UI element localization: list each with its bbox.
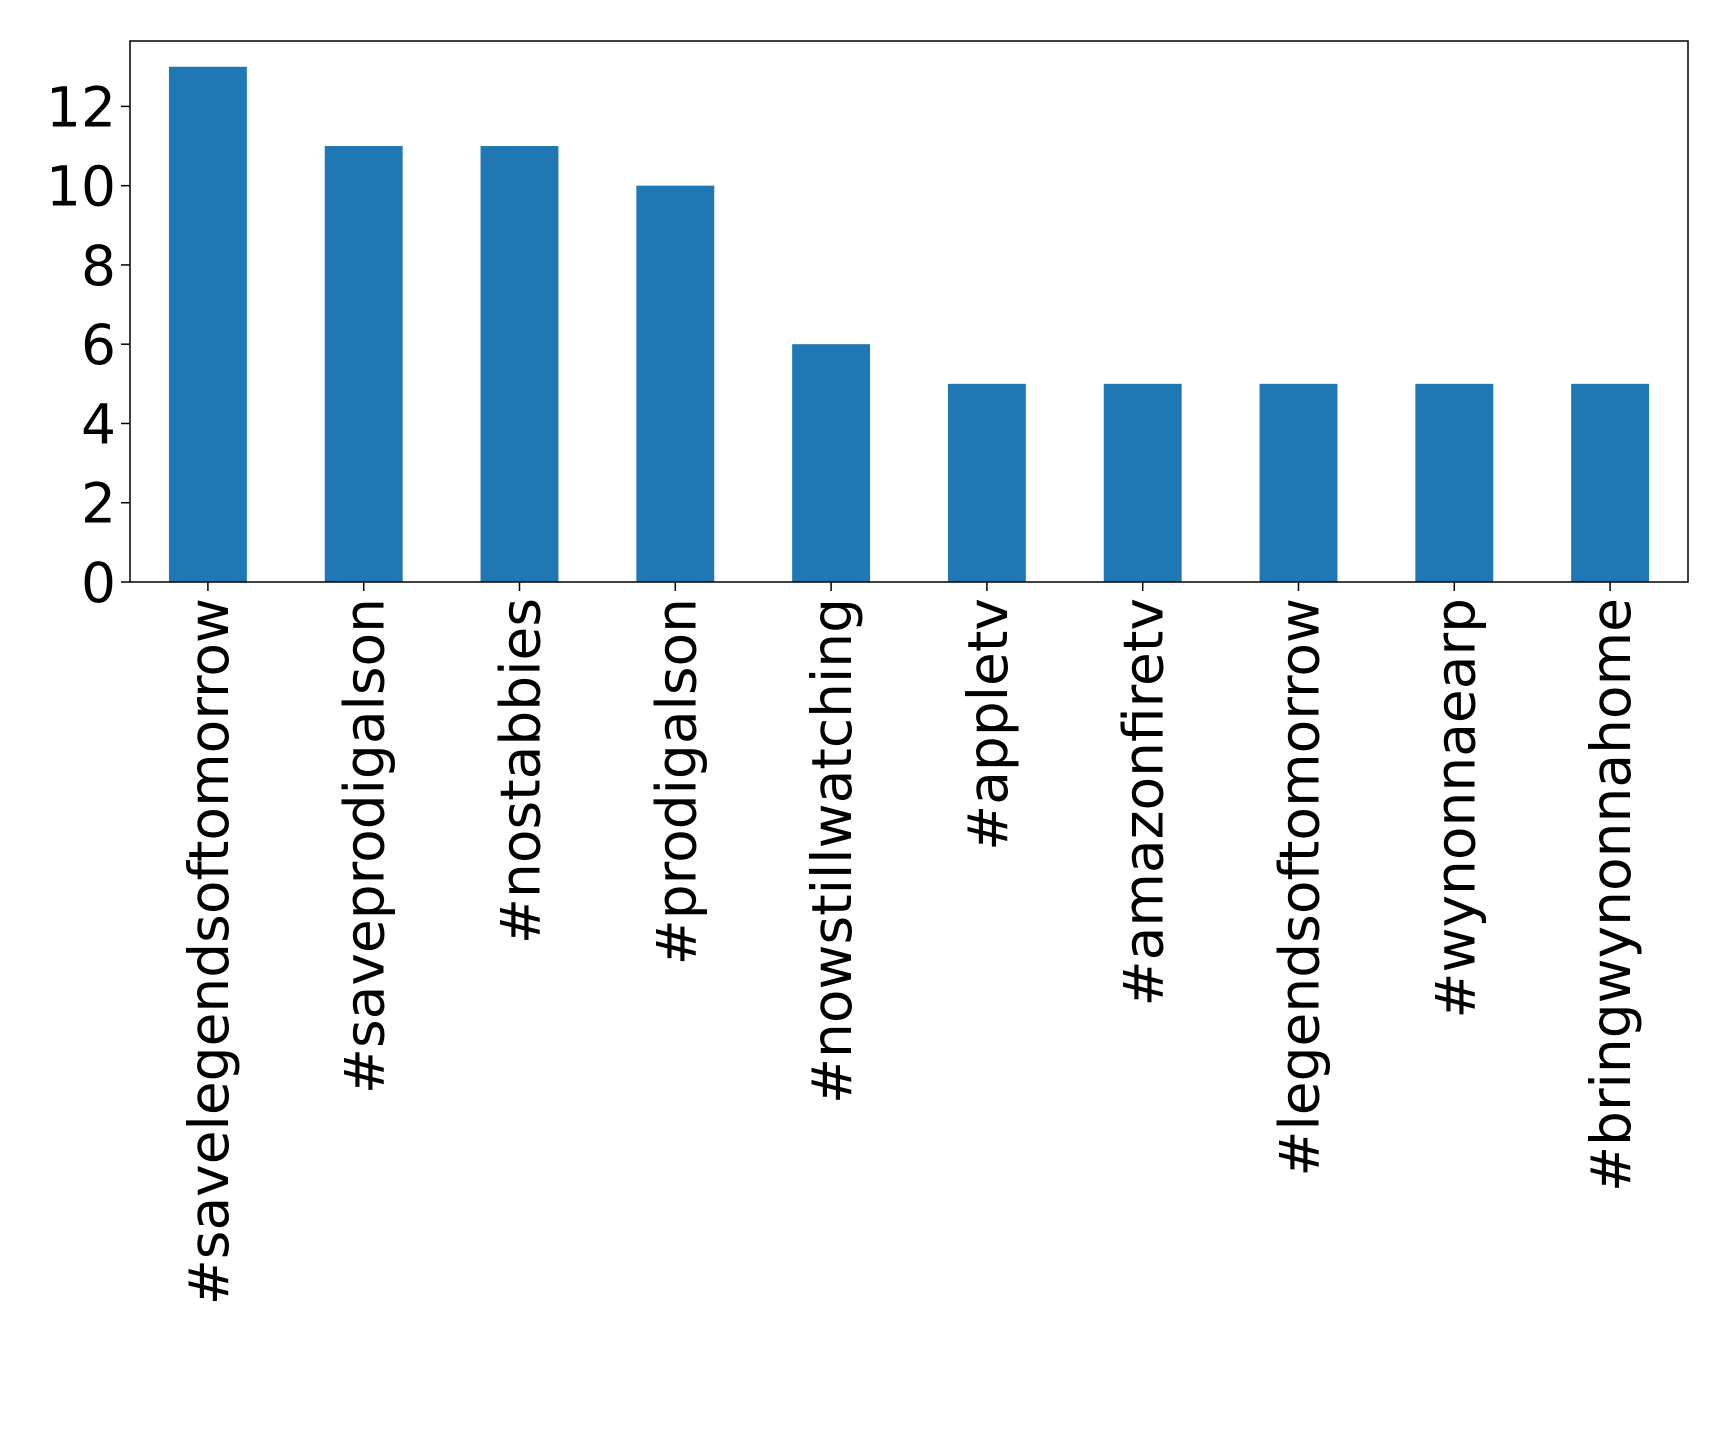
x-tick-label: #nowstillwatching xyxy=(800,598,864,1104)
x-tick-label: #savelegendsoftomorrow xyxy=(177,598,241,1305)
bar xyxy=(636,185,715,582)
plot-frame xyxy=(129,40,1689,583)
bar xyxy=(792,344,871,582)
x-tick-label: #appletv xyxy=(956,598,1020,851)
y-tick-label: 6 xyxy=(81,313,116,377)
bar xyxy=(947,383,1026,582)
x-tick-label: #legendsoftomorrow xyxy=(1268,598,1332,1177)
y-tick-label: 2 xyxy=(81,472,116,536)
x-tick-label: #prodigalson xyxy=(644,598,708,965)
y-tick-label: 0 xyxy=(81,551,116,615)
y-tick-label: 10 xyxy=(46,155,116,219)
bar xyxy=(168,66,247,582)
x-tick-label: #amazonfiretv xyxy=(1112,598,1176,1006)
y-tick-label: 8 xyxy=(81,234,116,298)
x-tick-label: #wynonnaearp xyxy=(1423,598,1487,1019)
bar xyxy=(1103,383,1182,582)
x-tick-label: #saveprodigalson xyxy=(333,598,397,1094)
x-tick-label: #bringwynonnahome xyxy=(1579,598,1643,1192)
bar xyxy=(480,146,559,582)
bar xyxy=(1415,383,1494,582)
y-tick-label: 4 xyxy=(81,392,116,456)
x-tick-label: #nostabbies xyxy=(489,598,553,944)
bar xyxy=(1259,383,1338,582)
y-tick-label: 12 xyxy=(46,75,116,139)
bar xyxy=(1571,383,1650,582)
bar xyxy=(324,146,403,582)
